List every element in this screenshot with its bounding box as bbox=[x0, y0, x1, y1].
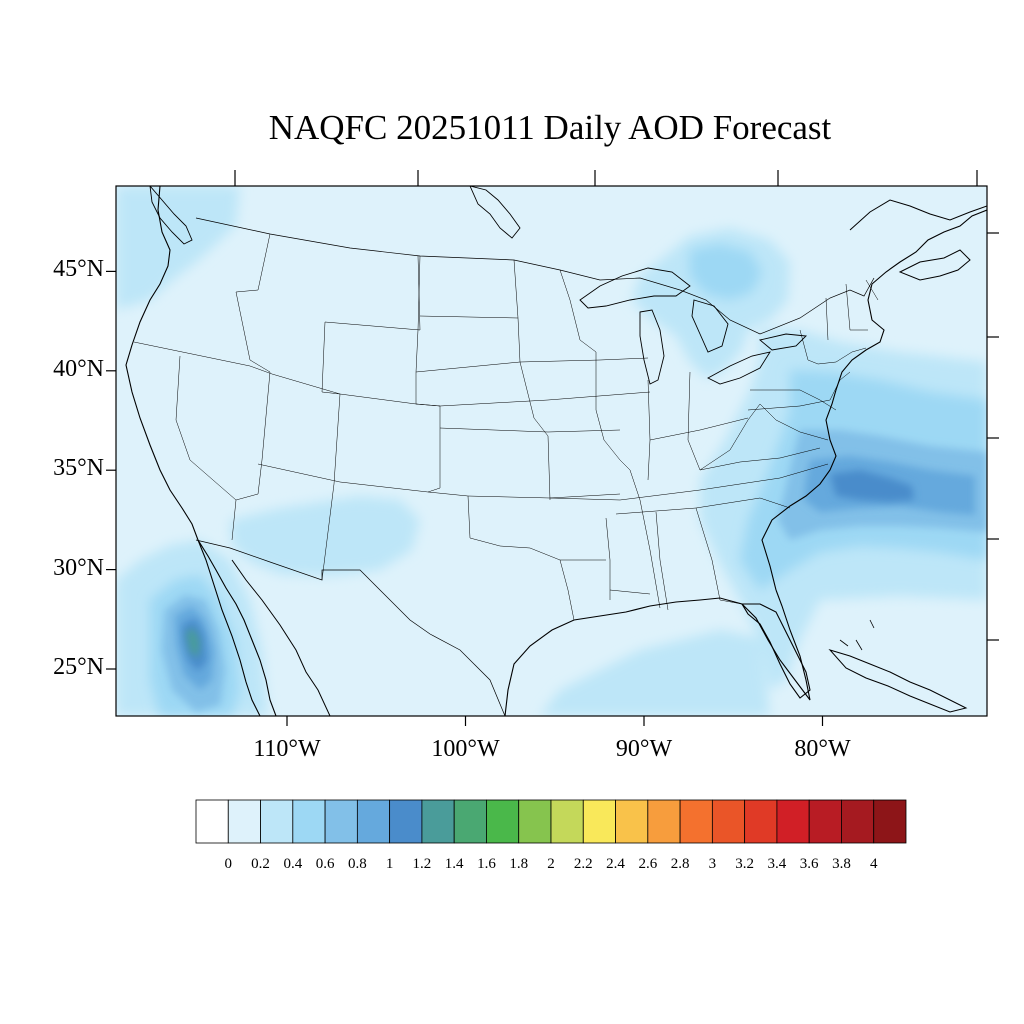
colorbar-swatch bbox=[518, 799, 552, 844]
colorbar-swatch bbox=[421, 799, 455, 844]
colorbar-swatch bbox=[615, 799, 649, 844]
colorbar-label: 0 bbox=[224, 856, 233, 872]
aod-plume-southwest bbox=[230, 496, 420, 576]
lat-label: 35°N bbox=[53, 455, 104, 482]
colorbar-label: 3.2 bbox=[735, 856, 754, 872]
colorbar-swatch bbox=[744, 799, 778, 844]
colorbar-swatch bbox=[841, 799, 875, 844]
colorbar-label: 1.2 bbox=[412, 856, 432, 872]
lake-ontario bbox=[759, 333, 807, 351]
lat-label: 45°N bbox=[53, 256, 104, 283]
coastline-mexico-west bbox=[231, 559, 331, 716]
lat-label: 25°N bbox=[53, 654, 104, 680]
border-us-mexico bbox=[195, 539, 506, 716]
colorbar-label: 3.8 bbox=[832, 856, 851, 872]
map-title: NAQFC 20251011 Daily AOD Forecast bbox=[268, 108, 832, 147]
colorbar-swatch bbox=[776, 799, 810, 844]
colorbar-swatch bbox=[389, 799, 423, 844]
colorbar-swatch bbox=[647, 799, 681, 844]
colorbar bbox=[195, 799, 907, 844]
coastline-canada-east bbox=[849, 199, 987, 281]
lake-michigan bbox=[639, 309, 665, 385]
colorbar-swatch bbox=[873, 799, 907, 844]
colorbar-label: 0.6 bbox=[315, 856, 335, 872]
colorbar-label: 0.2 bbox=[251, 856, 270, 872]
aod-plume-gulf bbox=[540, 630, 770, 716]
axis-ticks bbox=[106, 170, 999, 726]
coastline-us bbox=[125, 186, 277, 716]
colorbar-label: 0.4 bbox=[283, 856, 303, 872]
colorbar-label: 2.2 bbox=[573, 856, 593, 872]
colorbar-swatch bbox=[195, 799, 229, 844]
plot-frame bbox=[115, 185, 988, 717]
coastline-cuba bbox=[828, 649, 968, 713]
lon-label: 110°W bbox=[253, 736, 321, 762]
state-borders bbox=[133, 233, 879, 621]
colorbar-label: 1.6 bbox=[477, 856, 496, 872]
colorbar-swatch bbox=[260, 799, 294, 844]
lon-label: 80°W bbox=[794, 736, 851, 762]
colorbar-label: 4 bbox=[869, 856, 878, 872]
coastline-vancouver bbox=[149, 186, 193, 245]
colorbar-swatch bbox=[227, 799, 261, 844]
colorbar-label: 3 bbox=[708, 856, 717, 872]
colorbar-swatch bbox=[550, 799, 584, 844]
lat-label: 30°N bbox=[53, 554, 104, 581]
colorbar-label: 1.4 bbox=[444, 856, 464, 872]
colorbar-label: 2.8 bbox=[670, 856, 690, 872]
colorbar-label: 2.4 bbox=[606, 856, 625, 872]
boundary-lines bbox=[125, 186, 987, 716]
colorbar-swatch bbox=[679, 799, 713, 844]
colorbar-swatch bbox=[324, 799, 358, 844]
coastline-bahamas bbox=[839, 619, 875, 651]
colorbar-swatch bbox=[582, 799, 616, 844]
aod-band-great-lakes-core bbox=[690, 244, 762, 300]
colorbar-label: 3.4 bbox=[767, 856, 787, 872]
aod-peak-carolina-offshore bbox=[830, 470, 914, 502]
coastline-atlantic bbox=[761, 209, 987, 591]
aod-max-baja bbox=[186, 628, 200, 658]
aod-plume-pacific-northwest bbox=[116, 186, 240, 310]
coastline-baja bbox=[197, 539, 261, 716]
lon-label: 90°W bbox=[615, 736, 673, 762]
colorbar-label: 1.8 bbox=[509, 856, 529, 872]
lake-erie bbox=[707, 351, 771, 385]
border-us-canada bbox=[195, 217, 875, 335]
colorbar-swatch bbox=[356, 799, 391, 844]
lon-label: 100°W bbox=[431, 736, 500, 762]
colorbar-label: 2.6 bbox=[638, 856, 658, 872]
colorbar-swatch bbox=[711, 799, 746, 844]
colorbar-label: 2 bbox=[547, 856, 555, 872]
colorbar-label: 0.8 bbox=[347, 856, 367, 872]
coastline-florida bbox=[741, 603, 811, 699]
coastline-gulf bbox=[504, 589, 811, 716]
colorbar-label: 1 bbox=[385, 856, 394, 872]
colorbar-swatch bbox=[453, 799, 487, 844]
colorbar-swatch bbox=[486, 799, 520, 844]
aod-field-layer bbox=[116, 186, 987, 716]
colorbar-label: 3.6 bbox=[799, 856, 819, 872]
colorbar-swatch bbox=[808, 799, 842, 844]
coastline-hudson-strait bbox=[469, 186, 521, 239]
colorbar-swatch bbox=[292, 799, 326, 844]
lat-label: 40°N bbox=[53, 355, 104, 382]
